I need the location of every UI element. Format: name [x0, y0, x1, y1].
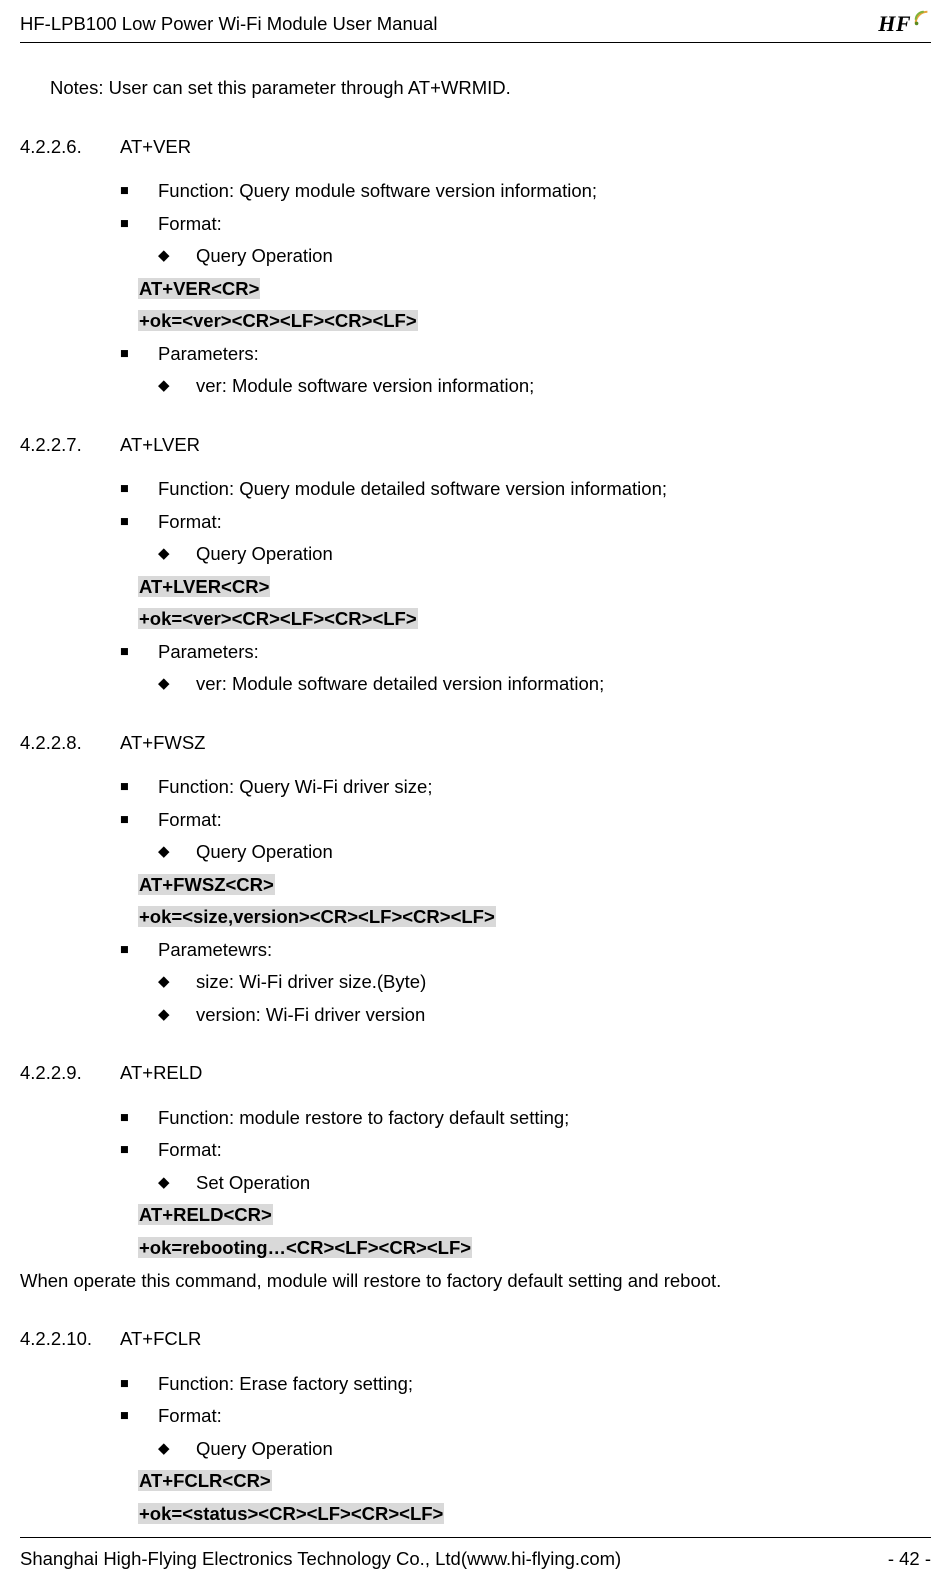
parameter-line: size: Wi-Fi driver size.(Byte) — [158, 967, 931, 998]
page: HF-LPB100 Low Power Wi-Fi Module User Ma… — [0, 0, 951, 1585]
footer-left: Shanghai High-Flying Electronics Technol… — [20, 1548, 621, 1570]
command-line: AT+FWSZ<CR> — [138, 870, 931, 901]
response-line: +ok=<ver><CR><LF><CR><LF> — [138, 604, 931, 635]
command-line: AT+RELD<CR> — [138, 1200, 931, 1231]
page-header: HF-LPB100 Low Power Wi-Fi Module User Ma… — [20, 10, 931, 43]
section-heading: 4.2.2.10.AT+FCLR — [20, 1324, 931, 1355]
parameter-line: ver: Module software detailed version in… — [158, 669, 931, 700]
section-title: AT+RELD — [120, 1058, 202, 1089]
operation-line: Query Operation — [158, 241, 931, 272]
operation-line: Query Operation — [158, 539, 931, 570]
section-number: 4.2.2.6. — [20, 132, 120, 163]
parameters-label: Parameters: — [120, 637, 931, 668]
section-number: 4.2.2.8. — [20, 728, 120, 759]
wifi-icon — [913, 9, 931, 27]
section-title: AT+LVER — [120, 430, 200, 461]
section-title: AT+FWSZ — [120, 728, 205, 759]
response-line: +ok=<ver><CR><LF><CR><LF> — [138, 306, 931, 337]
trailer-line: When operate this command, module will r… — [20, 1266, 931, 1297]
function-line: Function: Query module detailed software… — [120, 474, 931, 505]
section-heading: 4.2.2.8.AT+FWSZ — [20, 728, 931, 759]
notes-line: Notes: User can set this parameter throu… — [50, 73, 931, 104]
operation-line: Query Operation — [158, 1434, 931, 1465]
parameter-line: ver: Module software version information… — [158, 371, 931, 402]
section-number: 4.2.2.7. — [20, 430, 120, 461]
section-heading: 4.2.2.9.AT+RELD — [20, 1058, 931, 1089]
section-heading: 4.2.2.7.AT+LVER — [20, 430, 931, 461]
parameters-label: Parameters: — [120, 339, 931, 370]
function-line: Function: Erase factory setting; — [120, 1369, 931, 1400]
format-label: Format: — [120, 1135, 931, 1166]
operation-line: Query Operation — [158, 837, 931, 868]
parameters-label: Parametewrs: — [120, 935, 931, 966]
response-line: +ok=<size,version><CR><LF><CR><LF> — [138, 902, 931, 933]
operation-line: Set Operation — [158, 1168, 931, 1199]
header-title: HF-LPB100 Low Power Wi-Fi Module User Ma… — [20, 13, 437, 35]
command-line: AT+FCLR<CR> — [138, 1466, 931, 1497]
section-number: 4.2.2.10. — [20, 1324, 120, 1355]
function-line: Function: module restore to factory defa… — [120, 1103, 931, 1134]
response-line: +ok=rebooting…<CR><LF><CR><LF> — [138, 1233, 931, 1264]
section-heading: 4.2.2.6.AT+VER — [20, 132, 931, 163]
logo: HF — [878, 10, 931, 38]
format-label: Format: — [120, 209, 931, 240]
format-label: Format: — [120, 507, 931, 538]
section-number: 4.2.2.9. — [20, 1058, 120, 1089]
function-line: Function: Query module software version … — [120, 176, 931, 207]
page-footer: Shanghai High-Flying Electronics Technol… — [20, 1537, 931, 1570]
command-line: AT+LVER<CR> — [138, 572, 931, 603]
logo-text: HF — [878, 11, 911, 37]
footer-right: - 42 - — [888, 1548, 931, 1570]
parameter-line: version: Wi-Fi driver version — [158, 1000, 931, 1031]
body: Notes: User can set this parameter throu… — [20, 73, 931, 1529]
section-title: AT+VER — [120, 132, 191, 163]
command-line: AT+VER<CR> — [138, 274, 931, 305]
section-title: AT+FCLR — [120, 1324, 201, 1355]
format-label: Format: — [120, 1401, 931, 1432]
format-label: Format: — [120, 805, 931, 836]
function-line: Function: Query Wi-Fi driver size; — [120, 772, 931, 803]
response-line: +ok=<status><CR><LF><CR><LF> — [138, 1499, 931, 1530]
